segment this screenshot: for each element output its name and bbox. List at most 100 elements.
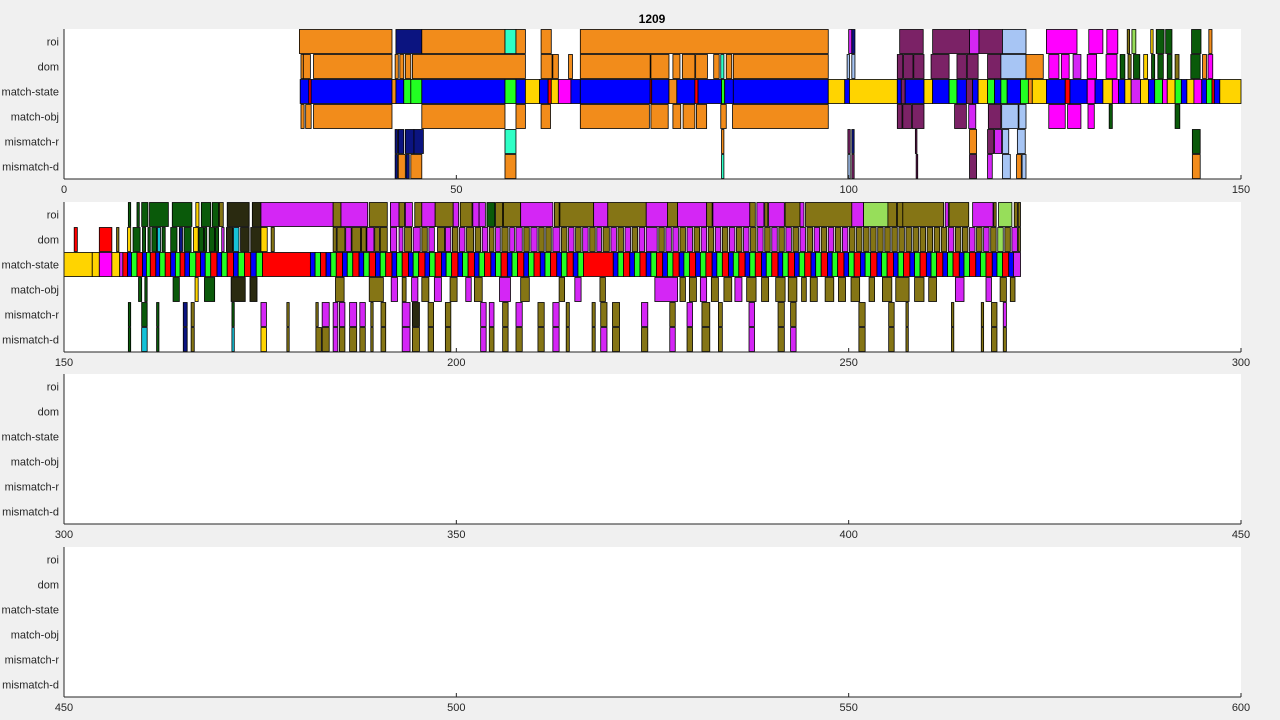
segment-roi	[472, 202, 480, 227]
segment-dom	[1086, 54, 1098, 79]
segment-match-obj	[515, 104, 526, 129]
segment-match-state	[695, 252, 701, 277]
segment-match-state	[385, 252, 393, 277]
segment-match-state	[827, 252, 833, 277]
row-label: match-obj	[11, 285, 59, 297]
x-tick-label: 50	[450, 184, 462, 196]
segment-dom	[1119, 54, 1126, 79]
segment-roi	[677, 202, 708, 227]
segment-dom	[602, 227, 610, 252]
segment-match-state	[914, 252, 921, 277]
segment-match-obj	[746, 277, 757, 302]
segment-dom	[681, 54, 696, 79]
segment-dom	[226, 227, 234, 252]
segment-match-state	[233, 252, 239, 277]
segment-match-state	[1130, 79, 1141, 104]
segment-dom	[610, 227, 617, 252]
segment-match-state	[136, 252, 143, 277]
segment-match-obj	[1087, 104, 1095, 129]
segment-match-state	[467, 252, 475, 277]
segment-dom	[1190, 54, 1201, 79]
segment-mismatch-d	[315, 327, 322, 352]
segment-match-state	[421, 79, 506, 104]
segment-dom	[713, 54, 720, 79]
x-tick-label: 300	[1232, 357, 1250, 369]
segment-mismatch-d	[427, 327, 434, 352]
segment-match-state	[299, 79, 310, 104]
segment-match-state	[131, 252, 138, 277]
segment-match-state	[572, 252, 579, 277]
segment-match-obj	[902, 104, 912, 129]
segment-match-state	[500, 252, 508, 277]
segment-mismatch-d	[504, 154, 517, 179]
segment-match-obj	[787, 277, 798, 302]
segment-match-obj	[1108, 104, 1113, 129]
segment-match-state	[396, 252, 403, 277]
segment-mismatch-d	[397, 154, 406, 179]
segment-mismatch-r	[394, 129, 398, 154]
segment-match-state	[972, 79, 979, 104]
segment-dom	[568, 227, 575, 252]
segment-match-state	[401, 252, 409, 277]
segment-mismatch-r	[777, 302, 785, 327]
segment-match-state	[870, 252, 878, 277]
segment-mismatch-r	[641, 302, 649, 327]
segment-match-state	[170, 252, 176, 277]
segment-match-obj	[896, 104, 903, 129]
segment-mismatch-r	[359, 302, 366, 327]
segment-dom	[891, 227, 898, 252]
segment-match-obj	[654, 277, 679, 302]
segment-match-state	[262, 252, 311, 277]
segment-mismatch-d	[991, 327, 998, 352]
segment-mismatch-d	[1021, 154, 1027, 179]
x-tick-label: 400	[839, 529, 857, 541]
row-label: dom	[38, 235, 59, 247]
segment-dom	[919, 227, 926, 252]
segment-match-state	[395, 79, 405, 104]
segment-dom	[912, 227, 919, 252]
segment-match-state	[1111, 79, 1119, 104]
segment-mismatch-d	[405, 154, 410, 179]
x-tick-label: 100	[839, 184, 857, 196]
x-tick-label: 450	[1232, 529, 1250, 541]
segment-roi	[1155, 29, 1165, 54]
row-label: mismatch-r	[5, 482, 60, 494]
segment-match-state	[1162, 79, 1168, 104]
segment-dom	[575, 227, 582, 252]
segment-match-state	[429, 252, 436, 277]
x-tick-label: 350	[447, 529, 465, 541]
segment-match-state	[678, 252, 685, 277]
segment-roi	[260, 202, 334, 227]
segment-dom	[732, 54, 829, 79]
segment-dom	[714, 227, 722, 252]
segment-dom	[208, 227, 216, 252]
segment-match-obj	[449, 277, 458, 302]
segment-roi	[495, 202, 504, 227]
segment-match-state	[798, 252, 806, 277]
segment-mismatch-r	[502, 302, 509, 327]
segment-match-state	[1186, 79, 1195, 104]
segment-dom	[757, 227, 764, 252]
segment-roi	[749, 202, 756, 227]
segment-mismatch-d	[701, 327, 711, 352]
segment-mismatch-d	[847, 154, 851, 179]
segment-match-state	[1193, 79, 1203, 104]
segment-match-state	[556, 252, 562, 277]
segment-mismatch-r	[349, 302, 358, 327]
segment-dom	[693, 227, 700, 252]
segment-match-state	[716, 252, 723, 277]
segment-dom	[161, 227, 166, 252]
segment-match-state	[237, 252, 245, 277]
segment-match-obj	[688, 277, 697, 302]
segment-match-state	[570, 79, 581, 104]
segment-match-state	[517, 252, 525, 277]
segment-dom	[466, 227, 474, 252]
segment-match-state	[145, 252, 151, 277]
segment-match-obj	[579, 104, 650, 129]
segment-match-state	[1008, 252, 1014, 277]
segment-match-state	[523, 252, 529, 277]
segment-mismatch-r	[190, 302, 195, 327]
segment-dom	[459, 227, 466, 252]
segment-dom	[956, 54, 967, 79]
segment-dom	[686, 227, 693, 252]
